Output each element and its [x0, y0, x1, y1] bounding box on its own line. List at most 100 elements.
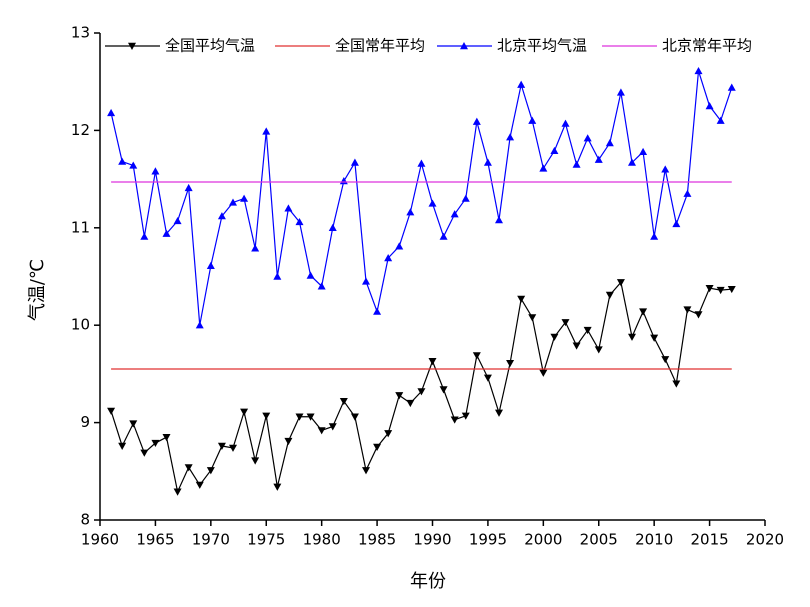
data-point — [583, 326, 592, 335]
data-point — [173, 488, 182, 496]
data-point — [251, 244, 260, 252]
data-point — [539, 369, 548, 377]
y-axis-label: 气温/℃ — [27, 259, 48, 321]
data-point — [450, 210, 459, 218]
data-point — [129, 420, 138, 428]
data-point — [672, 380, 681, 388]
data-point — [140, 449, 149, 457]
data-point — [251, 457, 260, 465]
data-point — [661, 356, 670, 364]
data-point — [650, 232, 659, 240]
data-point — [206, 261, 215, 269]
data-point — [306, 413, 315, 421]
data-point — [495, 216, 503, 224]
data-point — [384, 253, 393, 262]
data-point — [284, 204, 293, 212]
data-point — [240, 194, 249, 202]
data-point — [495, 409, 503, 417]
data-point — [483, 374, 492, 382]
data-point — [273, 483, 282, 491]
data-point — [295, 413, 304, 421]
data-point — [683, 306, 692, 314]
y-tick-label: 8 — [80, 511, 90, 529]
data-point — [528, 116, 537, 124]
data-point — [395, 242, 404, 250]
data-point — [705, 102, 714, 110]
data-point — [694, 311, 703, 319]
data-point — [328, 423, 337, 431]
data-point — [417, 159, 426, 167]
data-point — [683, 189, 692, 197]
x-tick-label: 1990 — [413, 531, 451, 549]
data-point — [140, 232, 149, 240]
data-point — [206, 467, 215, 475]
data-line — [110, 70, 733, 326]
data-point — [628, 158, 636, 166]
y-tick-label: 9 — [80, 413, 90, 431]
data-point — [328, 223, 337, 231]
data-point — [439, 232, 448, 240]
data-point — [373, 443, 382, 451]
data-point — [384, 430, 393, 438]
data-point — [195, 321, 204, 329]
data-point — [406, 208, 415, 216]
data-point — [472, 352, 481, 360]
data-point — [428, 358, 437, 366]
legend-label: 北京平均气温 — [497, 37, 587, 55]
x-tick-label: 1975 — [247, 531, 285, 549]
data-point — [107, 108, 116, 117]
data-point — [528, 314, 537, 322]
data-point — [572, 160, 581, 168]
x-tick-label: 2020 — [746, 531, 784, 549]
x-tick-label: 2005 — [580, 531, 618, 549]
x-tick-label: 1960 — [81, 531, 119, 549]
data-point — [162, 434, 171, 442]
data-line — [110, 281, 732, 494]
data-point — [217, 212, 226, 220]
data-point — [483, 158, 492, 166]
data-point — [395, 392, 404, 400]
data-point — [362, 277, 370, 285]
data-point — [317, 282, 326, 290]
data-point — [306, 271, 315, 279]
y-tick-label: 11 — [71, 218, 90, 236]
data-point — [184, 183, 193, 192]
legend-label: 全国平均气温 — [165, 37, 255, 55]
data-point — [262, 127, 271, 135]
data-point — [273, 272, 282, 280]
legend-label: 北京常年平均 — [662, 37, 752, 55]
data-point — [151, 439, 160, 448]
y-tick-label: 13 — [71, 24, 90, 42]
data-point — [107, 407, 116, 415]
data-point — [639, 147, 648, 156]
data-point — [317, 427, 326, 435]
data-point — [517, 295, 526, 303]
data-point — [118, 157, 127, 165]
data-point — [417, 388, 426, 396]
data-point — [284, 437, 293, 446]
data-point — [727, 285, 736, 294]
data-point — [229, 198, 237, 206]
data-point — [240, 408, 249, 416]
data-point — [605, 139, 614, 147]
data-point — [506, 133, 515, 141]
data-point — [151, 167, 160, 175]
data-point — [461, 194, 470, 202]
data-point — [450, 416, 459, 424]
y-tick-label: 10 — [71, 316, 90, 334]
x-tick-label: 1965 — [136, 531, 174, 549]
data-point — [583, 134, 592, 142]
data-point — [705, 284, 714, 293]
data-point — [616, 88, 625, 96]
data-point — [339, 397, 348, 406]
data-point — [184, 464, 193, 472]
data-point — [550, 146, 559, 155]
x-tick-label: 1980 — [303, 531, 341, 549]
data-point — [561, 319, 570, 327]
data-point — [129, 161, 138, 169]
data-point — [217, 442, 226, 450]
data-point — [594, 155, 603, 163]
data-point — [350, 413, 359, 421]
x-axis-label: 年份 — [410, 571, 446, 592]
